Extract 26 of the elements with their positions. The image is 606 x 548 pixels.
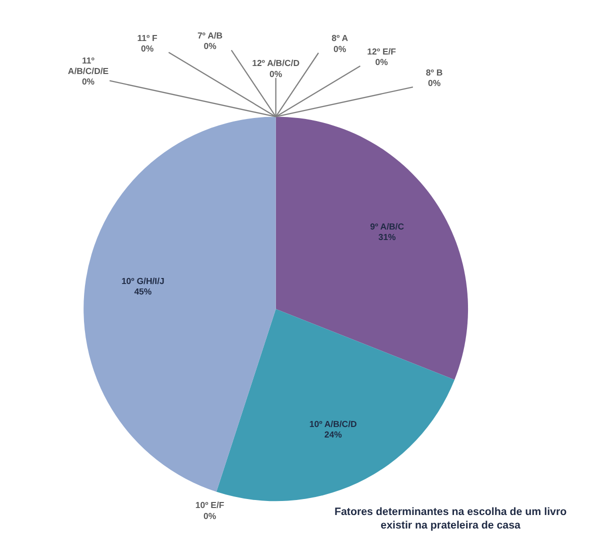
category-label: 12º A/B/C/D: [252, 58, 300, 68]
category-label: 12º E/F: [367, 46, 396, 56]
category-label: 11º F: [137, 32, 158, 43]
text: 0%: [204, 510, 216, 521]
data-label: 31%: [378, 232, 396, 242]
text: 0%: [375, 57, 388, 68]
pie-slice: [216, 308, 455, 501]
category-label: 8º B: [426, 67, 443, 78]
text: 0%: [270, 68, 282, 79]
text: Fatores determinantes na escolha de um livro existir na prateleira de casa: [334, 506, 568, 532]
data-label: 45%: [134, 286, 152, 297]
slice-label: 9º A/B/C: [370, 221, 405, 232]
pie-slice: [84, 116, 276, 492]
slice-label: 10º G/H/I/J: [121, 276, 165, 286]
text: 0%: [334, 44, 346, 54]
category-label: 8º A: [332, 33, 348, 44]
data-label: 24%: [324, 429, 342, 440]
pie-slice: [276, 116, 468, 380]
slice-label: 10º A/B/C/D: [309, 418, 357, 429]
category-label: 10º E/F: [195, 500, 224, 510]
category-label: 11º A/B/C/D/E: [68, 55, 109, 76]
text: 0%: [82, 76, 95, 87]
text: 0%: [428, 78, 441, 88]
text: 0%: [204, 41, 216, 52]
category-label: 7º A/B: [197, 30, 223, 41]
text: 0%: [141, 43, 154, 54]
